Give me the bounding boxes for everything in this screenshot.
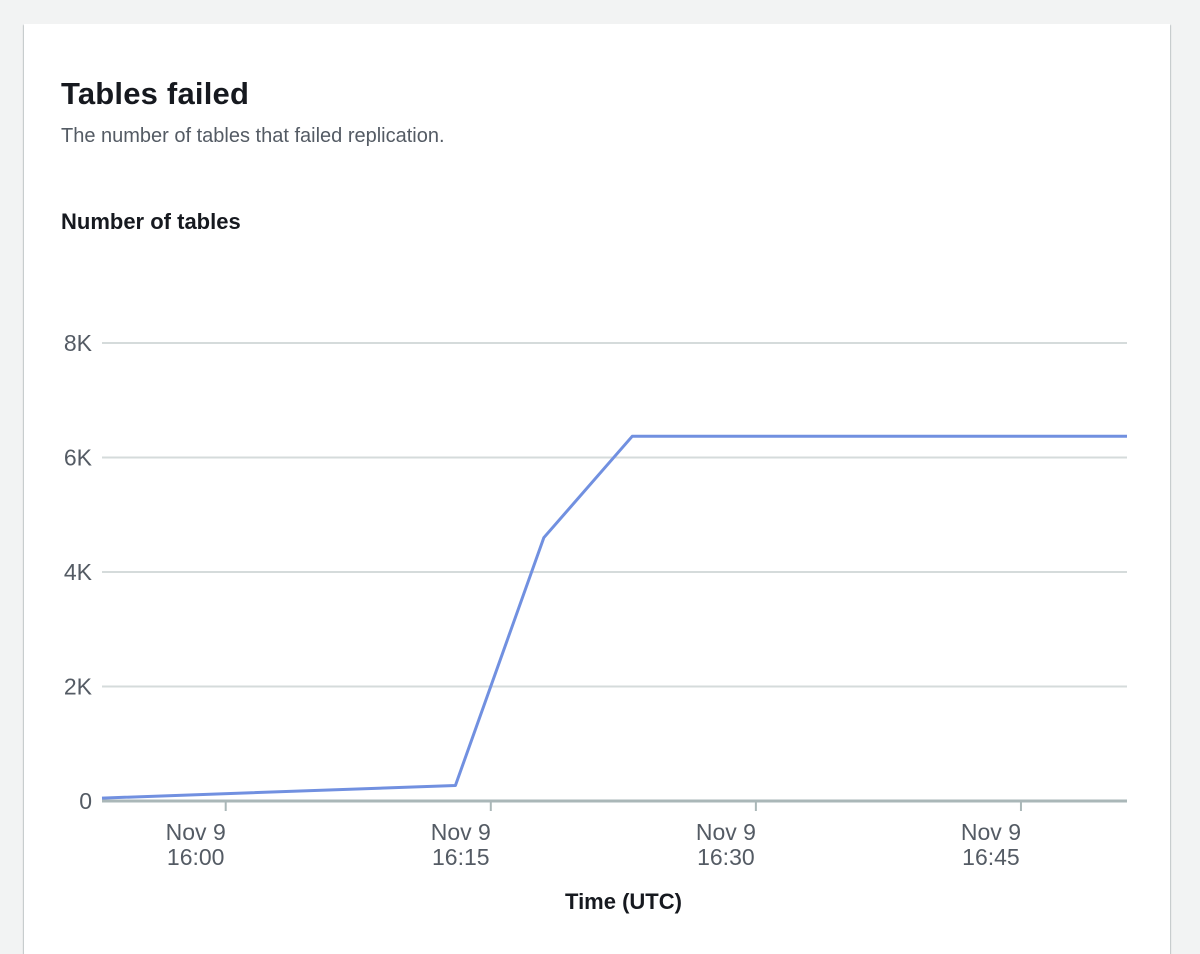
x-tick-label-date: Nov 9 <box>696 819 756 845</box>
series-line <box>101 434 1127 800</box>
y-tick-label: 0 <box>79 788 92 814</box>
x-tick-label-time: 16:15 <box>432 844 490 870</box>
x-axis-title: Time (UTC) <box>565 889 682 914</box>
x-tick-label-date: Nov 9 <box>166 819 226 845</box>
y-tick-label: 2K <box>64 674 93 700</box>
x-tick-label-date: Nov 9 <box>961 819 1021 845</box>
x-tick-label-time: 16:00 <box>167 844 225 870</box>
x-tick-label-time: 16:30 <box>697 844 755 870</box>
y-tick-label: 4K <box>64 559 93 585</box>
tables-failed-panel: Tables failed The number of tables that … <box>24 24 1170 954</box>
x-tick-label-date: Nov 9 <box>431 819 491 845</box>
x-tick-label-time: 16:45 <box>962 844 1020 870</box>
panel-description: The number of tables that failed replica… <box>61 125 445 147</box>
y-axis-title: Number of tables <box>61 209 241 234</box>
y-tick-label: 6K <box>64 445 93 471</box>
y-tick-label: 8K <box>64 330 93 356</box>
panel-title: Tables failed <box>61 76 250 111</box>
